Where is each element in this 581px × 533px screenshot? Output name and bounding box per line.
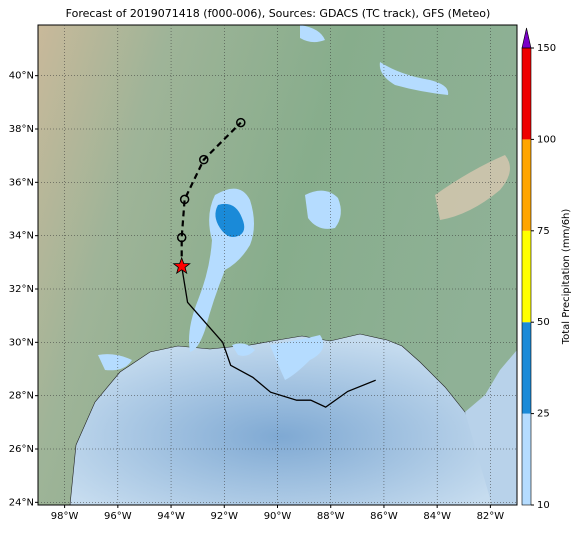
x-tick-label: 96°W [104,511,132,522]
colorbar-tick-label: 10 [537,500,550,511]
colorbar-tick-label: 50 [537,317,550,328]
y-tick-label: 32°N [9,284,34,295]
colorbar-segment [522,413,531,505]
y-tick-label: 34°N [9,231,34,242]
colorbar-extend [521,27,532,49]
colorbar-label: Total Precipitation (mm/6h) [561,209,572,346]
y-tick-label: 26°N [9,444,34,455]
colorbar-frame [521,47,532,506]
track-point [176,232,187,243]
colorbar-segment [522,139,531,231]
x-tick-label: 86°W [370,511,398,522]
track-point [199,154,209,165]
x-tick-label: 84°W [423,511,451,522]
x-tick-label: 98°W [51,511,79,522]
y-tick-label: 40°N [9,71,34,82]
colorbar-segment [522,230,531,323]
colorbar-tick-label: 25 [537,409,550,420]
y-tick-label: 24°N [9,497,34,508]
track-line [181,266,376,408]
chart-title: Forecast of 2019071418 (f000-006), Sourc… [66,7,491,20]
current-position [172,256,191,275]
y-tick-label: 36°N [9,177,34,188]
y-tick-label: 38°N [9,124,34,135]
y-tick-label: 28°N [9,391,34,402]
x-tick-label: 90°W [264,511,292,522]
track-point [236,117,246,128]
x-tick-label: 94°W [157,511,185,522]
track-point [179,194,190,205]
x-tick-label: 82°W [477,511,505,522]
colorbar-tick-label: 100 [537,134,556,145]
colorbar-tick-label: 150 [537,43,556,54]
colorbar-segment [522,322,531,414]
x-tick-label: 88°W [317,511,345,522]
x-tick-label: 92°W [210,511,238,522]
colorbar-segment [522,48,531,140]
colorbar-tick-label: 75 [537,226,550,237]
y-tick-label: 30°N [9,337,34,348]
